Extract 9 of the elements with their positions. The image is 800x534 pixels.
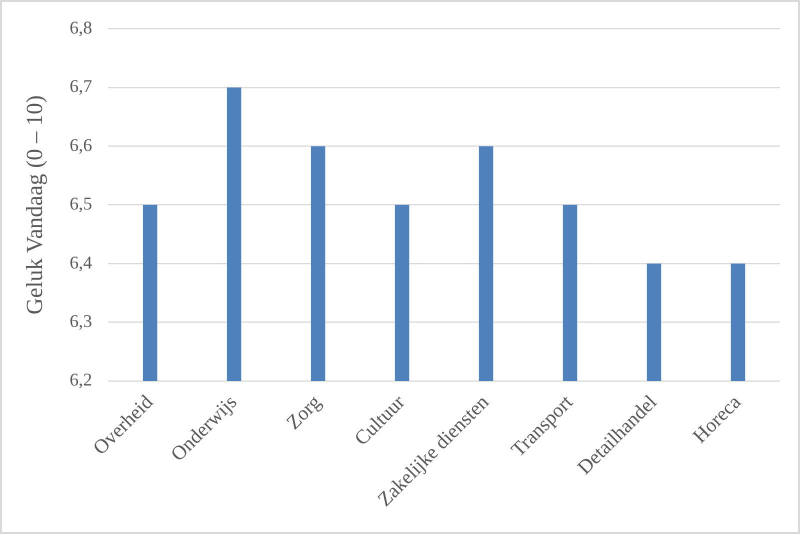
y-tick-label: 6,8 (70, 18, 92, 38)
y-tick-label: 6,7 (70, 76, 92, 96)
y-tick-label: 6,3 (70, 311, 92, 332)
y-tick-label: 6,2 (70, 370, 92, 390)
y-tick-label: 6,4 (70, 252, 92, 272)
y-axis-title: Geluk Vandaag (0 – 10) (22, 95, 47, 315)
y-tick-label: 6,6 (70, 134, 92, 155)
x-tick-label: Zorg (282, 391, 326, 434)
y-tick-label: 6,5 (70, 194, 92, 214)
